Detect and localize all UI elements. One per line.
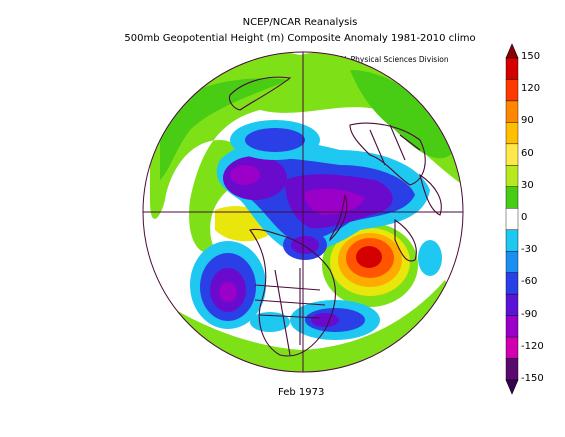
colorbar-tick-label: 150 (521, 51, 541, 62)
colorbar-segment (505, 208, 519, 230)
colorbar-tick-label: 60 (521, 147, 534, 159)
map-title-line2: 500mb Geopotential Height (m) Composite … (124, 33, 476, 44)
colorbar-segment (505, 165, 519, 187)
colorbar-segment (505, 315, 519, 338)
colorbar-segment (505, 358, 519, 381)
colorbar-tick-label: -90 (521, 308, 538, 320)
colorbar-segment (505, 122, 519, 145)
colorbar-tick-label: -120 (521, 340, 544, 352)
colorbar-segment (505, 336, 519, 359)
colorbar-tick-label: 90 (521, 115, 534, 127)
colorbar-tick-label: 120 (521, 83, 541, 95)
colorbar-segment (505, 186, 519, 209)
colorbar-tick-label: 0 (521, 212, 528, 223)
colorbar-segment (505, 229, 519, 252)
colorbar-segment (505, 272, 519, 295)
colorbar-segment (505, 250, 519, 273)
colorbar-min-arrow (505, 379, 519, 395)
colorbar-tick-label: 30 (521, 179, 534, 191)
colorbar-tick-label: -60 (521, 276, 538, 288)
map-title-line1: NCEP/NCAR Reanalysis (242, 17, 358, 28)
colorbar-segment (505, 143, 519, 166)
colorbar-tick-label: -30 (521, 244, 538, 256)
colorbar-segment (505, 100, 519, 123)
credit-text: NOAA/ESRL Physical Sciences Division (305, 55, 449, 64)
colorbar-max-arrow (505, 43, 519, 59)
colorbar-segment (505, 79, 519, 102)
map-date-caption: Feb 1973 (278, 387, 325, 398)
meridian-grid (143, 52, 463, 372)
colorbar-segment (505, 293, 519, 316)
colorbar-segment (505, 57, 519, 80)
colorbar-tick-label: -150 (521, 373, 544, 384)
